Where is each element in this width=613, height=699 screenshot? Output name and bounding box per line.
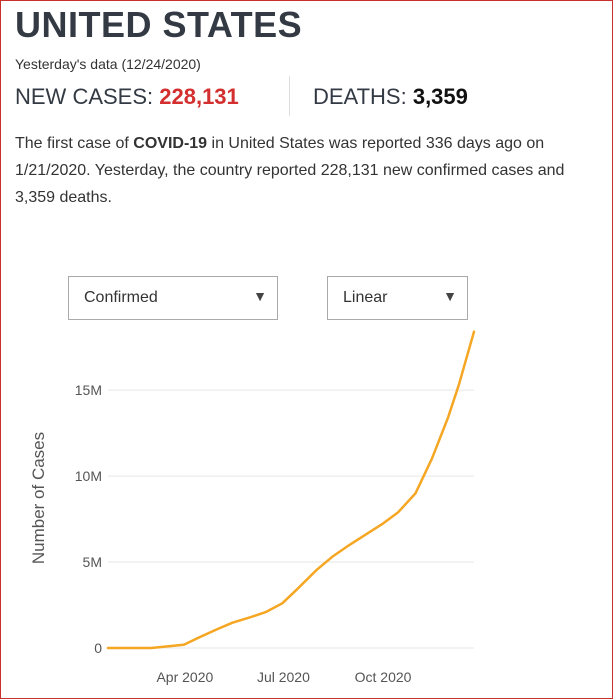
y-tick-label: 5M [83, 554, 102, 570]
y-axis-label: Number of Cases [29, 432, 48, 564]
stats-divider [289, 76, 290, 116]
deaths-label: DEATHS: [313, 84, 413, 109]
summary-part: The first case of [15, 135, 134, 152]
data-date: Yesterday's data (12/24/2020) [15, 56, 201, 72]
new-cases-label: NEW CASES: [15, 84, 160, 109]
x-tick-label: Apr 2020 [156, 669, 213, 685]
case-type-select[interactable]: Confirmed ▼ [68, 276, 278, 320]
x-tick-label: Oct 2020 [355, 669, 412, 685]
cases-chart: 0 5M 10M 15M Apr 2020 Jul 2020 Oct 2020 Number … [29, 330, 476, 685]
scale-select[interactable]: Linear ▼ [327, 276, 468, 320]
summary-text: The first case of COVID-19 in United Sta… [15, 130, 605, 211]
y-tick-label: 0 [94, 640, 102, 656]
page-title: UNITED STATES [15, 4, 303, 45]
deaths-value: 3,359 [412, 84, 468, 109]
summary-part: in [207, 135, 229, 152]
x-tick-label: Jul 2020 [257, 669, 310, 685]
summary-country: United States [228, 135, 325, 152]
y-tick-label: 10M [75, 468, 102, 484]
confirmed-cases-line [106, 330, 476, 650]
caret-down-icon: ▼ [253, 288, 267, 304]
deaths-stat: DEATHS: 3,359 [313, 84, 468, 110]
new-cases-value: 228,131 [159, 84, 239, 109]
summary-disease: COVID-19 [133, 135, 208, 152]
scale-value: Linear [343, 289, 388, 306]
caret-down-icon: ▼ [443, 288, 457, 304]
case-type-value: Confirmed [84, 289, 158, 306]
new-cases-stat: NEW CASES: 228,131 [15, 84, 239, 110]
summary-part: was reported 336 days ago on 1/21/2020. … [15, 135, 565, 206]
y-tick-label: 15M [75, 382, 102, 398]
